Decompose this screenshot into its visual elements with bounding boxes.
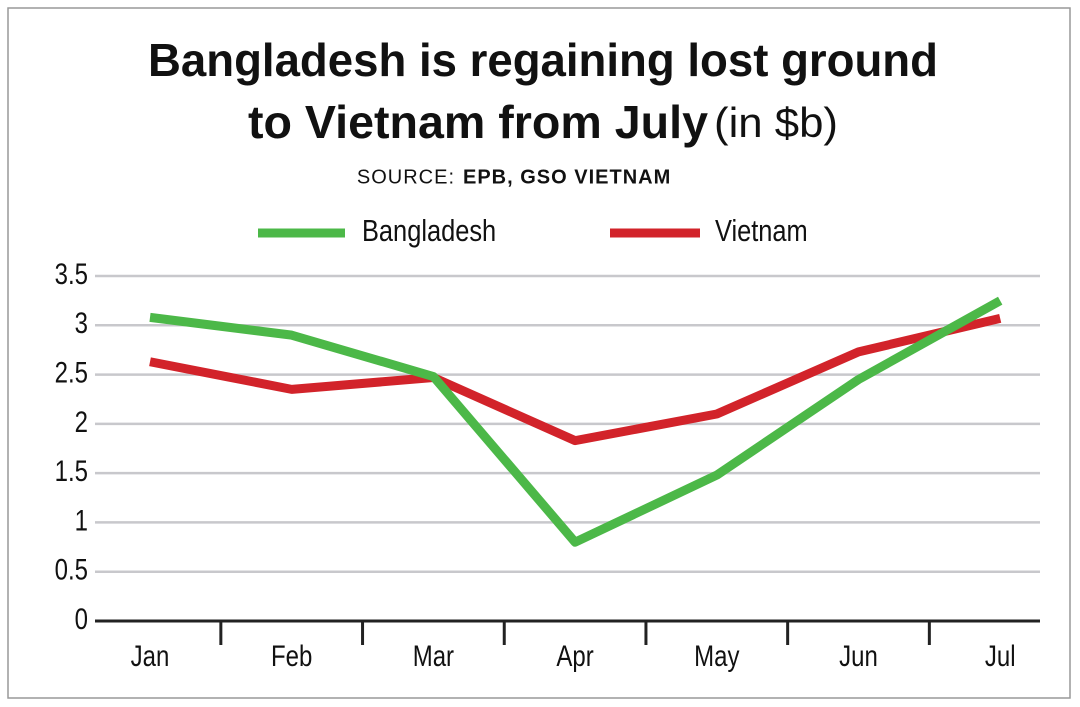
x-tick-label: May <box>694 638 740 672</box>
x-tick-label: Apr <box>556 638 593 672</box>
legend-label: Vietnam <box>715 214 808 249</box>
series-line <box>149 314 1002 446</box>
y-tick-label: 2 <box>75 404 88 438</box>
y-tick-label: 2.5 <box>55 355 88 389</box>
x-tick-label: Jul <box>985 638 1016 672</box>
y-tick-label: 0.5 <box>55 552 88 586</box>
y-tick-label: 3 <box>75 306 88 340</box>
chart-title: Bangladesh is regaining lost ground <box>148 34 938 86</box>
x-tick-label: Mar <box>413 638 454 672</box>
frame <box>7 7 1071 699</box>
chart-title: to Vietnam from July <box>248 96 708 148</box>
y-tick-label: 3.5 <box>55 256 88 290</box>
x-tick-label: Jun <box>839 638 878 672</box>
source: EPB, GSO VIETNAM <box>463 166 671 188</box>
x-tick-label: Feb <box>271 638 312 672</box>
y-tick-label: 1 <box>75 503 88 537</box>
series-line <box>149 296 1003 547</box>
x-tick-label: Jan <box>131 638 170 672</box>
title-unit: (in $b) <box>714 99 838 146</box>
y-tick-label: 1.5 <box>55 453 88 487</box>
y-tick-label: 0 <box>75 601 88 635</box>
source-label: SOURCE: <box>357 166 455 188</box>
legend-label: Bangladesh <box>362 214 496 249</box>
